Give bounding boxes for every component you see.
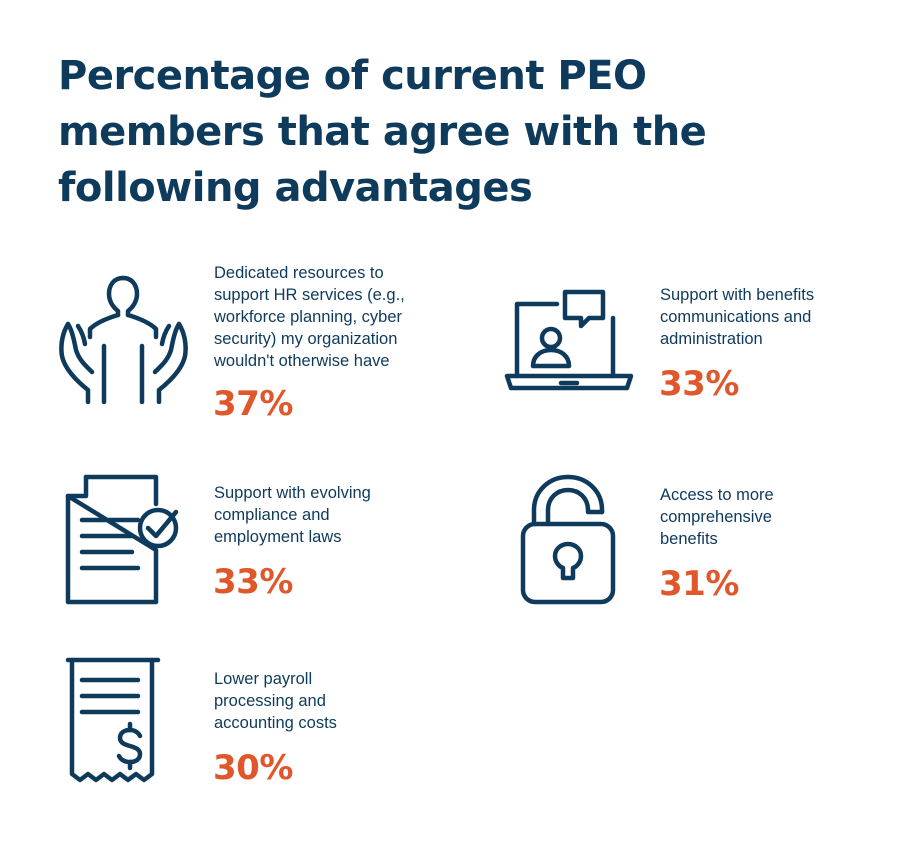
advantage-percent: 33% xyxy=(213,562,293,602)
advantage-label: Access to more comprehensive benefits xyxy=(660,486,774,548)
advantage-label: Lower payroll processing and accounting … xyxy=(214,670,337,732)
laptop-chat-icon xyxy=(503,288,635,392)
advantage-percent: 37% xyxy=(213,384,293,424)
advantage-label: Dedicated resources to support HR servic… xyxy=(214,264,405,370)
padlock-icon xyxy=(520,474,618,606)
document-check-icon xyxy=(64,474,182,606)
advantage-percent: 31% xyxy=(659,564,739,604)
page-title: Percentage of current PEO members that a… xyxy=(58,53,707,211)
receipt-dollar-icon xyxy=(64,656,164,790)
advantage-label: Support with evolving compliance and emp… xyxy=(214,484,371,546)
advantage-percent: 33% xyxy=(659,364,739,404)
advantage-label: Support with benefits communications and… xyxy=(660,286,815,348)
advantage-percent: 30% xyxy=(213,748,293,788)
hands-person-icon xyxy=(56,272,191,404)
